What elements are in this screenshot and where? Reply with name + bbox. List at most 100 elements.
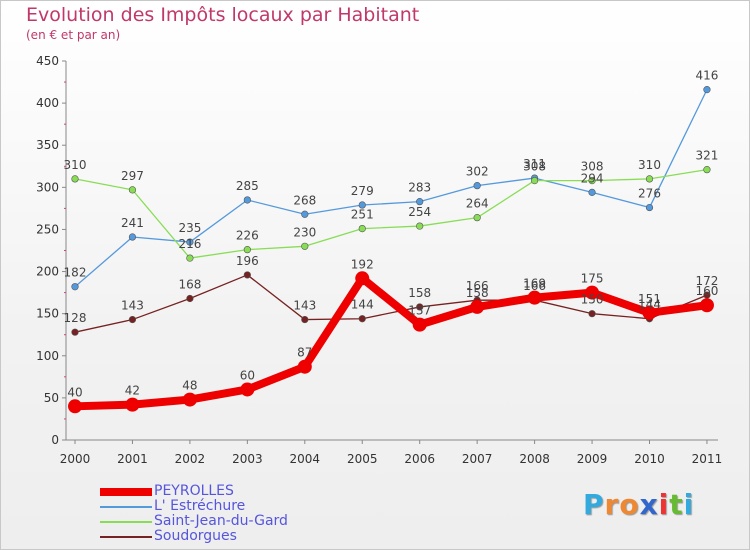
data-point — [588, 188, 596, 196]
data-label: 254 — [408, 205, 431, 219]
data-point — [527, 290, 542, 305]
data-point — [301, 210, 309, 218]
legend-label: Saint-Jean-du-Gard — [154, 513, 288, 529]
logo-letter: t — [669, 488, 684, 521]
data-label: 158 — [466, 286, 489, 300]
data-point — [128, 315, 137, 324]
series-line-0 — [74, 274, 708, 411]
data-point — [297, 359, 312, 374]
data-point — [243, 246, 251, 254]
x-tick-label: 2009 — [577, 452, 608, 466]
data-label: 283 — [408, 181, 431, 195]
x-tick-label: 2001 — [117, 452, 148, 466]
data-label: 216 — [178, 237, 201, 251]
legend-label: L' Estréchure — [154, 498, 246, 514]
data-label: 235 — [178, 221, 201, 235]
y-tick-label: 50 — [44, 391, 59, 405]
data-label: 279 — [351, 184, 374, 198]
data-point — [416, 303, 424, 311]
data-label: 166 — [466, 279, 489, 293]
legend-swatch — [100, 488, 152, 496]
data-point — [703, 86, 711, 94]
series-line-1 — [74, 89, 708, 288]
data-label: 310 — [638, 158, 661, 172]
logo-letter: r — [604, 488, 620, 521]
data-point — [71, 283, 79, 291]
data-point — [473, 182, 481, 190]
data-point — [358, 201, 366, 209]
chart-subtitle: (en € et par an) — [26, 28, 121, 42]
data-label: 137 — [408, 304, 431, 318]
data-point — [530, 176, 539, 185]
data-label: 416 — [695, 69, 718, 83]
x-tick-label: 2004 — [290, 452, 321, 466]
data-point — [470, 299, 485, 314]
data-label: 321 — [695, 149, 718, 163]
y-tick-label: 450 — [36, 54, 59, 68]
data-label: 294 — [581, 171, 604, 185]
data-point — [186, 238, 194, 246]
logo-letter: i — [658, 488, 670, 521]
data-label: 192 — [351, 257, 374, 271]
logo-letter: P — [583, 488, 605, 521]
data-label: 310 — [64, 158, 87, 172]
data-point — [243, 271, 251, 279]
data-point — [128, 186, 137, 194]
data-point — [125, 397, 140, 412]
y-tick-label: 200 — [36, 265, 59, 279]
x-tick-label: 2011 — [692, 452, 723, 466]
x-tick-label: 2000 — [60, 452, 91, 466]
data-label: 42 — [125, 384, 140, 398]
data-point — [301, 242, 309, 250]
data-label: 144 — [638, 298, 661, 312]
data-point — [416, 222, 424, 230]
data-label: 158 — [408, 286, 431, 300]
data-label: 285 — [236, 179, 259, 193]
data-point — [71, 175, 79, 183]
data-label: 48 — [182, 379, 197, 393]
data-point — [416, 198, 424, 206]
x-tick-label: 2002 — [175, 452, 206, 466]
data-label: 87 — [297, 346, 312, 360]
data-label: 196 — [236, 254, 259, 268]
series-line-2 — [74, 169, 708, 259]
data-label: 182 — [64, 266, 87, 280]
x-tick-label: 2008 — [519, 452, 550, 466]
data-label: 251 — [351, 208, 374, 222]
data-point — [699, 298, 714, 313]
data-label: 268 — [293, 193, 316, 207]
chart-title: Evolution des Impôts locaux par Habitant — [26, 4, 420, 26]
y-tick-label: 0 — [51, 433, 59, 447]
data-label: 226 — [236, 229, 259, 243]
logo-letter: o — [619, 488, 640, 521]
data-label: 308 — [581, 160, 604, 174]
data-point — [186, 254, 194, 262]
x-tick-label: 2006 — [404, 452, 435, 466]
x-tick-label: 2010 — [634, 452, 665, 466]
data-point — [645, 203, 654, 212]
data-label: 160 — [695, 284, 718, 298]
data-point — [358, 315, 366, 323]
data-point — [68, 399, 82, 414]
data-point — [645, 175, 654, 183]
data-point — [182, 392, 197, 407]
data-label: 166 — [523, 279, 546, 293]
data-point — [243, 196, 251, 204]
data-point — [71, 328, 79, 336]
data-point — [301, 315, 309, 324]
y-tick-label: 300 — [36, 180, 59, 194]
data-point — [186, 294, 194, 303]
data-label: 128 — [64, 311, 87, 325]
data-point — [473, 214, 481, 222]
data-point — [358, 225, 366, 233]
data-point — [355, 271, 370, 286]
y-tick-label: 350 — [36, 138, 59, 152]
y-tick-label: 250 — [36, 222, 59, 236]
data-label: 143 — [293, 299, 316, 313]
y-tick-label: 150 — [36, 307, 59, 321]
data-label: 40 — [67, 385, 82, 399]
legend-label: PEYROLLES — [154, 483, 234, 499]
legend-swatch — [100, 536, 152, 538]
